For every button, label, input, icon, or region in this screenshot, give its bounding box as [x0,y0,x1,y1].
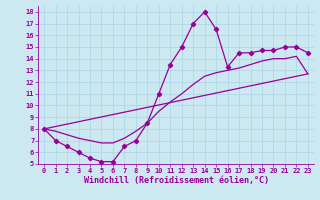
X-axis label: Windchill (Refroidissement éolien,°C): Windchill (Refroidissement éolien,°C) [84,176,268,185]
